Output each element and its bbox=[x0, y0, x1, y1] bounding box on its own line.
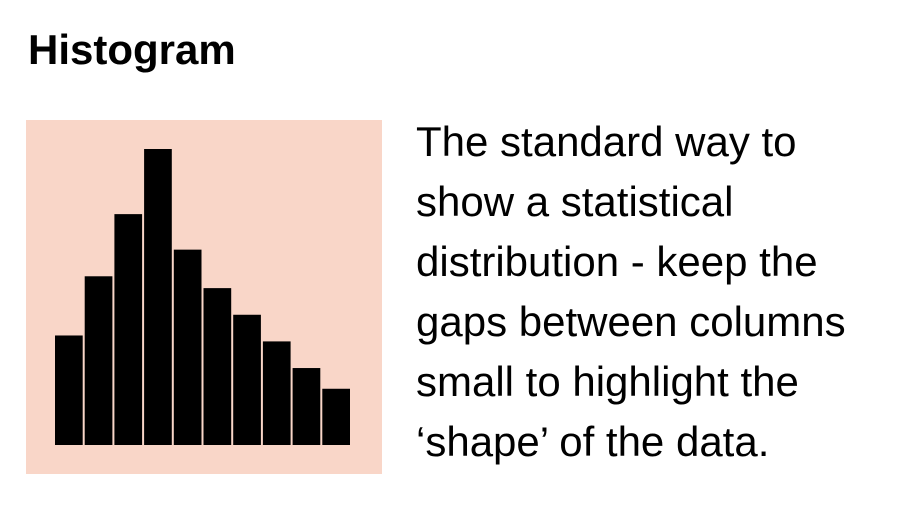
histogram-bar bbox=[114, 214, 143, 445]
histogram-bar bbox=[262, 341, 291, 445]
histogram-bar bbox=[55, 335, 83, 445]
description-line: small to highlight the bbox=[416, 358, 799, 405]
histogram-illustration bbox=[26, 120, 382, 474]
histogram-bar bbox=[173, 249, 202, 445]
histogram-bar bbox=[84, 276, 113, 445]
page-title: Histogram bbox=[28, 26, 236, 73]
histogram-bar bbox=[292, 368, 321, 445]
description-text: The standard way to show a statistical d… bbox=[416, 112, 916, 472]
description-line: show a statistical bbox=[416, 178, 734, 225]
description-line: ‘shape’ of the data. bbox=[416, 418, 770, 465]
description-line: The standard way to bbox=[416, 118, 797, 165]
histogram-chart bbox=[26, 120, 382, 474]
histogram-bar bbox=[322, 388, 350, 445]
description-line: gaps between columns bbox=[416, 298, 846, 345]
description-line: distribution - keep the bbox=[416, 238, 818, 285]
histogram-bar bbox=[203, 288, 232, 445]
histogram-bar bbox=[233, 314, 261, 445]
histogram-bar bbox=[144, 149, 172, 445]
